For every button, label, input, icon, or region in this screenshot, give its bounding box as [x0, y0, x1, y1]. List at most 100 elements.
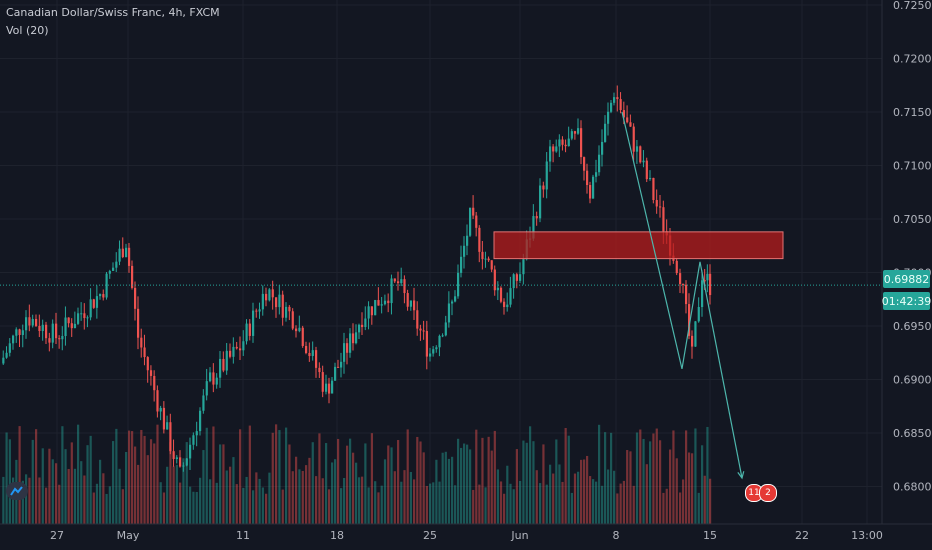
volume-bar	[67, 468, 70, 524]
price-axis: 0.725000.720000.715000.710000.705000.700…	[893, 0, 932, 494]
candle-body	[561, 139, 564, 145]
volume-bar	[561, 481, 564, 524]
volume-bar	[175, 464, 178, 524]
volume-bar	[215, 482, 218, 524]
volume-bar	[539, 483, 542, 524]
volume-bar	[377, 492, 380, 524]
candle-body	[89, 299, 92, 318]
volume-bar	[481, 437, 484, 524]
symbol-title[interactable]: Canadian Dollar/Swiss Franc, 4h, FXCM	[6, 6, 220, 19]
candle-body	[610, 102, 613, 112]
candle-body	[532, 216, 535, 239]
candle-body	[570, 131, 573, 139]
candle-body	[595, 172, 598, 177]
volume-bar	[308, 457, 311, 524]
projection-segment[interactable]	[681, 261, 701, 369]
volume-bar	[349, 438, 352, 524]
volume-bar	[21, 480, 24, 524]
candle-body	[490, 260, 493, 270]
volume-bar	[99, 459, 102, 524]
volume-bar	[390, 447, 393, 524]
candle-body	[685, 284, 688, 305]
volume-bar	[48, 448, 51, 524]
volume-bar	[499, 481, 503, 524]
candle-body	[438, 335, 441, 348]
volume-bar	[25, 474, 28, 524]
projection-segment[interactable]	[621, 111, 683, 369]
economic-events[interactable]: 11 2	[745, 484, 777, 502]
candle-body	[586, 170, 589, 185]
volume-bar	[121, 489, 124, 524]
tradingview-logo-icon[interactable]	[6, 482, 28, 500]
volume-bar	[629, 451, 632, 524]
candle-body	[80, 313, 83, 315]
time-tick-label: 13:00	[851, 529, 883, 542]
candle-body	[403, 279, 406, 294]
volume-bar	[2, 476, 5, 524]
candle-body	[121, 248, 124, 258]
volume-bar	[92, 492, 95, 524]
projection-segment[interactable]	[699, 261, 743, 479]
volume-bar	[422, 452, 425, 524]
volume-bar	[199, 477, 202, 524]
volume-bar	[649, 441, 652, 524]
resistance-zone[interactable]	[493, 231, 784, 260]
volume-bar	[441, 452, 444, 524]
volume-bar	[478, 484, 481, 524]
candle-body	[652, 177, 655, 201]
candle-body	[419, 328, 422, 331]
price-tick-label: 0.68000	[893, 481, 932, 494]
candle-body	[212, 372, 215, 385]
volume-bar	[694, 428, 697, 524]
candle-body	[691, 335, 694, 347]
volume-bar	[659, 440, 662, 524]
candle-body	[487, 258, 490, 261]
candle-body	[406, 293, 409, 307]
volume-bar	[447, 458, 451, 524]
volume-bar	[232, 457, 235, 524]
candle-body	[5, 352, 8, 358]
candle-body	[337, 366, 340, 368]
candle-body	[248, 323, 251, 336]
candle-body	[512, 274, 515, 289]
candle-body	[325, 383, 328, 392]
volume-bar	[604, 432, 607, 524]
volume-bar	[298, 469, 301, 524]
volume-bar	[225, 470, 228, 524]
volume-bar	[577, 471, 580, 524]
candle-body	[202, 395, 205, 411]
volume-bar	[403, 470, 406, 524]
candle-body	[261, 293, 264, 310]
candle-body	[77, 313, 80, 324]
candle-body	[18, 329, 21, 335]
volume-bar	[535, 470, 538, 524]
volume-bar	[245, 476, 248, 524]
volume-bar	[192, 491, 195, 524]
candle-body	[555, 146, 558, 152]
volume-bar	[662, 492, 665, 524]
candle-body	[12, 335, 15, 344]
volume-bar	[18, 426, 21, 524]
candle-body	[506, 304, 509, 308]
candle-body	[48, 338, 51, 343]
candle-body	[51, 323, 54, 343]
volume-indicator-label[interactable]: Vol (20)	[6, 24, 49, 37]
volume-bar	[567, 435, 570, 524]
event-bubble[interactable]: 2	[759, 484, 777, 502]
time-tick-label: 18	[330, 529, 344, 542]
volume-bar	[222, 444, 225, 524]
candle-body	[146, 357, 149, 371]
candle-body	[153, 375, 156, 391]
volume-bar	[209, 479, 212, 524]
volume-bar	[229, 466, 232, 524]
candle-body	[701, 280, 704, 308]
candle-body	[281, 294, 284, 318]
volume-bar	[460, 447, 463, 524]
volume-bar	[669, 449, 672, 524]
candle-body	[31, 318, 34, 326]
candle-body	[192, 435, 195, 445]
volume-bar	[86, 445, 89, 524]
